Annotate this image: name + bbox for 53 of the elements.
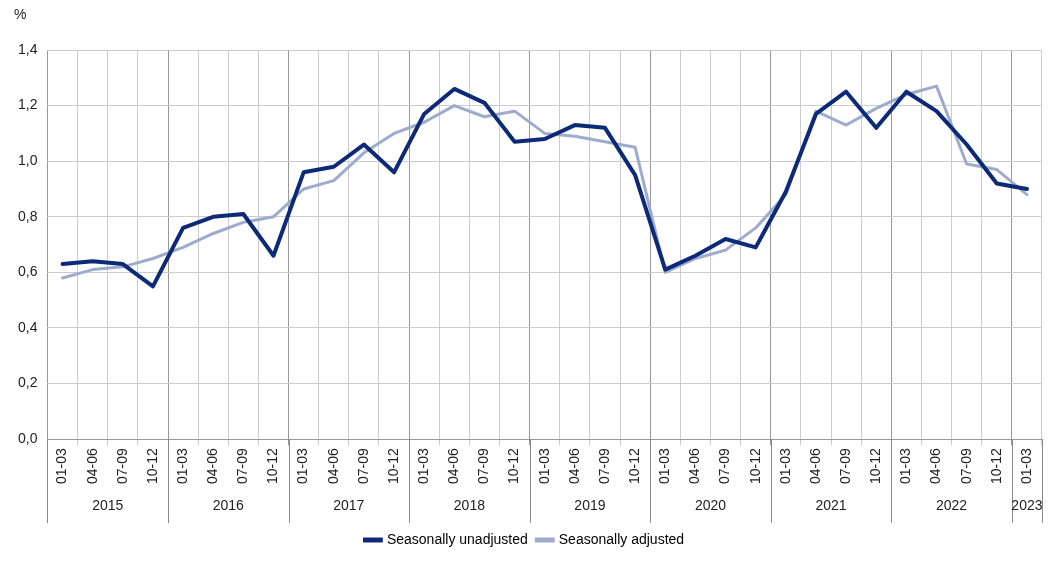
x-tick-label: 01-03 [776,447,793,485]
x-tick-label: 10-12 [626,447,642,485]
legend-label: Seasonally adjusted [558,530,685,547]
text: 2017 [333,496,365,513]
x-tick-label: 07-09 [113,447,130,485]
x-tick-label: 01-03 [53,447,70,485]
legend-label: Seasonally unadjusted [386,530,528,547]
text: 2015 [92,496,124,513]
y-tick-label: 0,8 [17,207,38,224]
x-tick-label: 10-12 [384,447,401,485]
x-tick-label: 07-09 [234,447,251,485]
x-tick-label: 01-03 [173,447,190,485]
x-tick-label: 07-09 [354,447,371,485]
y-tick-label: 1,0 [17,152,38,169]
y-tick-label: 0,4 [17,318,38,335]
text: 2019 [574,496,606,513]
text: 2021 [815,496,847,513]
text: 2020 [694,496,727,513]
text: 2022 [936,496,968,513]
x-tick-label: 04-06 [83,447,100,485]
x-tick-label: 10-12 [987,447,1004,485]
x-tick-label: 10-12 [143,447,160,485]
x-tick-label: 04-06 [806,447,823,485]
text: 2016 [212,496,245,513]
x-tick-label: 07-09 [716,447,733,485]
text: 2023 [1011,496,1043,513]
y-tick-label: 0,0 [17,430,38,447]
x-tick-label: 01-03 [415,447,432,485]
x-tick-label: 01-03 [656,447,673,485]
x-tick-label: 04-06 [927,447,944,485]
y-tick-label: 0,6 [17,263,38,280]
x-tick-label: 01-03 [535,447,552,485]
x-tick-label: 10-12 [505,447,522,485]
x-tick-label: 07-09 [957,447,974,485]
x-tick-label: 04-06 [445,447,462,485]
x-tick-label: 07-09 [475,447,492,485]
y-tick-label: 1,2 [17,96,38,113]
x-tick-label: 07-09 [836,447,853,485]
x-tick-label: 10-12 [264,447,281,485]
x-tick-label: 01-03 [1017,447,1034,485]
x-tick-label: 01-03 [897,447,914,485]
x-tick-label: 04-06 [324,447,341,485]
x-tick-label: 01-03 [294,447,311,485]
x-tick-label: 10-12 [867,447,884,485]
x-tick-label: 04-06 [204,447,221,485]
x-tick-label: 04-06 [686,447,703,485]
y-tick-label: 1,4 [17,40,38,57]
x-tick-label: 07-09 [595,447,612,485]
y-tick-label: 0,2 [17,374,38,391]
y-axis-title: % [14,5,27,22]
text: 2018 [453,496,486,513]
x-tick-label: 10-12 [746,447,763,485]
x-tick-label: 04-06 [565,447,582,485]
